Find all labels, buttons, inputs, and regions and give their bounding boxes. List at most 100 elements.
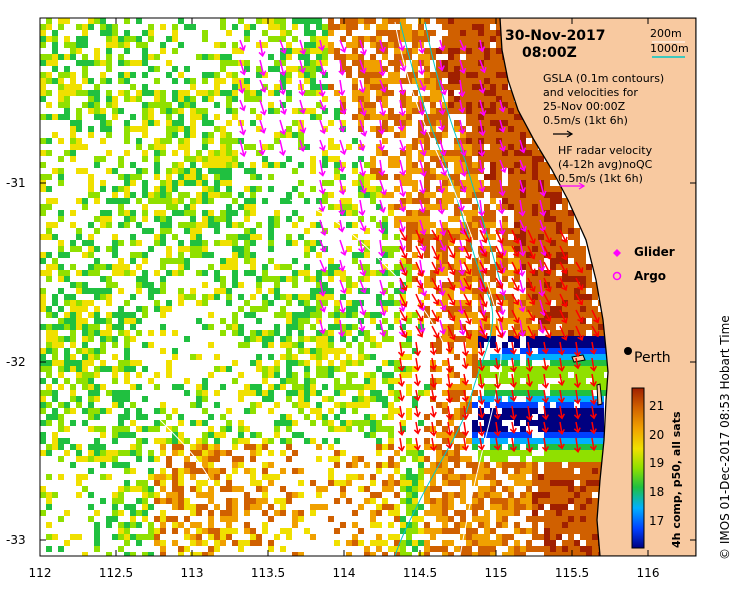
velocity-arrow: [415, 277, 424, 290]
velocity-arrow: [378, 59, 386, 77]
velocity-arrow: [458, 119, 466, 135]
velocity-arrow: [298, 59, 306, 74]
velocity-arrow: [463, 277, 472, 291]
velocity-arrow: [431, 309, 440, 323]
velocity-arrow: [479, 99, 487, 117]
velocity-arrow: [439, 299, 447, 312]
velocity-arrow: [519, 219, 527, 233]
velocity-arrow: [573, 421, 581, 434]
velocity-arrow: [559, 277, 568, 292]
velocity-arrow: [437, 259, 445, 273]
velocity-arrow: [461, 373, 469, 386]
velocity-arrow: [359, 119, 368, 137]
velocity-arrow: [477, 341, 486, 357]
velocity-arrow: [379, 179, 388, 196]
velocity-arrow: [447, 277, 456, 291]
velocity-arrow: [397, 357, 405, 372]
velocity-arrow: [458, 99, 466, 114]
velocity-arrow: [415, 309, 424, 322]
velocity-arrow: [358, 139, 366, 152]
legend-200m-label: 200m: [650, 27, 682, 40]
velocity-arrow: [437, 59, 445, 72]
velocity-arrow: [359, 59, 367, 74]
velocity-arrow: [397, 341, 406, 357]
velocity-arrow: [518, 299, 526, 313]
velocity-arrow: [543, 325, 552, 339]
velocity-arrow: [413, 389, 421, 402]
velocity-arrow: [525, 405, 534, 422]
velocity-arrow: [318, 159, 326, 177]
velocity-arrow: [338, 119, 346, 133]
velocity-arrow: [439, 319, 447, 335]
credit-label: © IMOS 01-Dec-2017 08:53 Hobart Time: [718, 315, 732, 560]
velocity-arrow: [589, 389, 598, 405]
velocity-arrow: [573, 437, 582, 453]
velocity-arrow: [457, 199, 465, 212]
velocity-arrow: [339, 239, 348, 257]
velocity-arrow: [519, 139, 527, 154]
velocity-arrow: [495, 277, 504, 290]
gsla-text-2: and velocities for: [543, 86, 638, 99]
velocity-arrow: [339, 139, 347, 156]
velocity-arrow: [431, 277, 440, 292]
y-tick-label: -33: [6, 533, 26, 547]
velocity-arrow: [493, 357, 501, 370]
velocity-arrow: [415, 293, 424, 309]
velocity-arrow: [413, 437, 421, 451]
velocity-arrow: [493, 389, 502, 405]
velocity-arrow: [438, 39, 446, 52]
velocity-arrow: [495, 245, 504, 259]
contour-1000m: [394, 21, 494, 556]
velocity-arrow: [319, 239, 327, 253]
velocity-arrow: [338, 79, 346, 96]
velocity-arrow: [399, 277, 408, 292]
velocity-arrow: [541, 357, 549, 371]
velocity-arrow: [359, 99, 367, 117]
velocity-arrow: [458, 259, 466, 276]
velocity-arrow: [429, 437, 437, 452]
velocity-arrow: [431, 261, 440, 275]
velocity-arrow: [397, 389, 405, 402]
velocity-arrow: [519, 159, 527, 172]
velocity-arrow: [259, 59, 267, 77]
velocity-arrow: [279, 99, 287, 115]
velocity-arrow: [543, 261, 552, 275]
velocity-arrow: [447, 229, 456, 245]
velocity-arrow: [519, 179, 526, 194]
velocity-arrow: [378, 239, 386, 258]
velocity-arrow: [557, 373, 565, 387]
velocity-arrow: [499, 159, 507, 174]
legend-1000m-label: 1000m: [650, 42, 689, 55]
velocity-arrow: [445, 389, 453, 404]
velocity-arrow: [538, 319, 546, 334]
land-mass: [499, 18, 696, 556]
velocity-arrow: [379, 99, 387, 117]
velocity-arrow: [318, 319, 326, 335]
velocity-arrow: [413, 421, 421, 435]
velocity-arrow: [338, 319, 346, 338]
velocity-arrow: [437, 119, 445, 132]
velocity-arrow: [339, 279, 347, 295]
colorbar-tick-label: 17: [649, 514, 665, 528]
velocity-arrow: [399, 293, 408, 308]
glider-marker: [613, 249, 621, 257]
velocity-arrow: [511, 293, 520, 306]
velocity-arrow: [399, 159, 407, 177]
velocity-arrow: [509, 421, 517, 434]
velocity-arrow: [239, 59, 247, 76]
velocity-arrow: [493, 421, 502, 437]
velocity-arrow: [509, 357, 518, 373]
velocity-arrow: [238, 79, 246, 94]
velocity-arrow: [559, 229, 568, 243]
velocity-arrow: [511, 309, 520, 324]
velocity-arrow: [557, 437, 565, 450]
velocity-arrow: [541, 341, 549, 355]
glider-label: Glider: [634, 245, 675, 259]
velocity-arrow: [447, 293, 456, 306]
velocity-arrow: [538, 279, 546, 297]
velocity-arrow: [573, 405, 581, 420]
velocity-arrow: [399, 229, 408, 242]
velocity-arrow: [525, 341, 534, 357]
velocity-arrow: [543, 277, 552, 293]
velocity-arrow: [447, 309, 456, 322]
